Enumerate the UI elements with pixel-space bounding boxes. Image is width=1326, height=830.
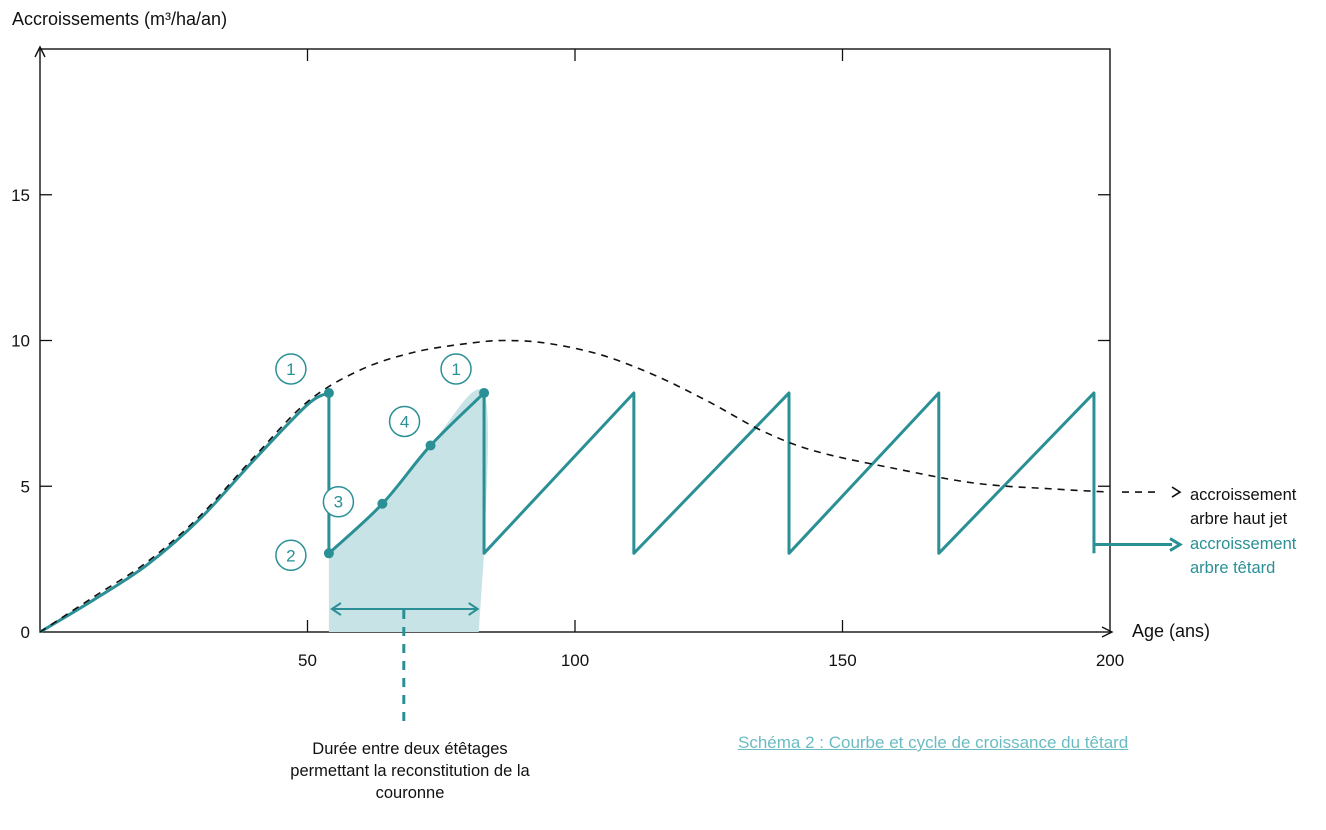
plot-border: [39, 48, 1111, 633]
series-tetard-line: [39, 391, 1096, 634]
x-axis-arrow: [1101, 626, 1114, 638]
regrowth-shade: [328, 389, 489, 632]
marker-badge: [322, 485, 355, 518]
marker-point: [377, 498, 388, 509]
interval-annotation: Durée entre deux étêtages permettant la …: [290, 740, 530, 802]
y-tick-label: 0: [21, 623, 30, 642]
legend-haut-jet-arrow: [1171, 486, 1182, 498]
y-tick-label: 5: [21, 477, 30, 496]
marker-label: 3: [334, 493, 343, 512]
series-lines: [39, 339, 1111, 634]
legend-haut-jet-text: accroissement: [1190, 486, 1297, 504]
x-tick-label: 150: [828, 651, 856, 670]
legend-tetard-text: arbre têtard: [1190, 559, 1275, 577]
x-tick-label: 100: [561, 651, 589, 670]
marker-badge: [388, 405, 421, 438]
marker-badge: [275, 539, 307, 572]
axis-ticks: 0 5 10 15 50 100 150 200: [11, 49, 1124, 670]
series-haut-jet-line: [39, 339, 1111, 633]
marker-label: 2: [286, 546, 295, 565]
marker-point: [323, 387, 334, 398]
legend: accroissement arbre haut jet accroissement…: [1093, 486, 1297, 577]
x-tick-label: 50: [298, 651, 317, 670]
marker-label: 1: [451, 360, 460, 379]
x-tick-label: 200: [1096, 651, 1124, 670]
plot-frame: [34, 45, 1114, 638]
legend-haut-jet-text: arbre haut jet: [1190, 510, 1288, 528]
y-tick-label: 15: [11, 186, 30, 205]
marker-badge: [275, 353, 307, 385]
interval-arrow-right-head: [468, 602, 480, 616]
x-axis-label: Age (ans): [1132, 621, 1210, 641]
marker-label: 4: [400, 412, 409, 431]
legend-tetard-text: accroissement: [1190, 535, 1297, 553]
y-axis-arrow: [34, 45, 46, 58]
marker-point: [425, 440, 436, 451]
y-tick-label: 10: [11, 332, 30, 351]
annotations-layer: [330, 602, 480, 728]
legend-tetard-arrow: [1169, 537, 1183, 552]
y-axis-label: Accroissements (m³/ha/an): [12, 9, 227, 29]
interval-arrow-left-head: [330, 602, 342, 616]
marker-point: [323, 548, 334, 559]
marker-label: 1: [286, 360, 295, 379]
markers-layer: 1 2 3 4 1: [275, 353, 490, 572]
marker-point: [479, 387, 490, 398]
shaded-area-layer: [328, 389, 489, 632]
figure-caption[interactable]: Schéma 2 : Courbe et cycle de croissance…: [738, 733, 1129, 752]
marker-badge: [440, 353, 472, 385]
